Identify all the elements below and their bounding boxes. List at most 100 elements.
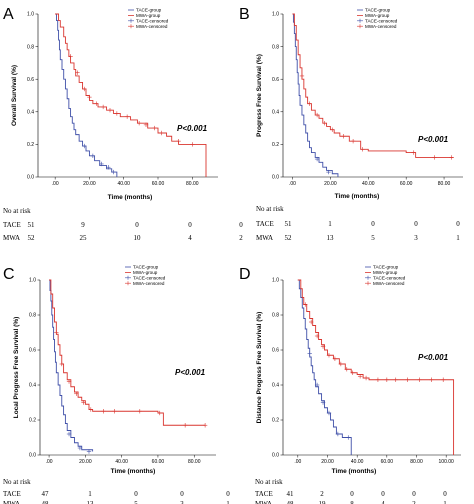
x-tick-label: .00 xyxy=(289,181,296,187)
at-risk-value: 4 xyxy=(188,234,192,242)
at-risk-value: 0 xyxy=(135,221,139,229)
panel-letter: A xyxy=(3,6,14,23)
y-tick-label: 0.8 xyxy=(27,44,34,50)
at-risk-value: 0 xyxy=(188,221,192,229)
x-tick-label: 80.00 xyxy=(438,181,451,187)
at-risk-value: 13 xyxy=(327,234,335,242)
y-axis-title: Progress Free Survival (%) xyxy=(256,54,263,137)
at-risk-value: 1 xyxy=(456,234,460,242)
y-tick-label: 0.4 xyxy=(27,110,34,116)
at-risk-value: 10 xyxy=(134,234,142,242)
at-risk-value: 48 xyxy=(42,500,50,504)
p-value: P<0.001 xyxy=(175,368,206,377)
at-risk-value: 25 xyxy=(80,234,88,242)
y-tick-label: 0.0 xyxy=(272,175,279,181)
at-risk-header: No at risk xyxy=(256,205,284,213)
at-risk-value: 0 xyxy=(180,490,184,498)
at-risk-value: 0 xyxy=(371,220,375,228)
at-risk-row-label: TACE xyxy=(255,490,273,498)
at-risk-header: No at risk xyxy=(3,207,31,215)
at-risk-value: 48 xyxy=(287,500,295,504)
legend-entry: TACE-group xyxy=(136,8,162,13)
x-tick-label: 60.00 xyxy=(381,459,394,465)
x-tick-label: 40.00 xyxy=(362,181,375,187)
y-tick-label: 0.2 xyxy=(29,418,36,424)
y-tick-label: 0.8 xyxy=(272,313,279,319)
legend-entry: MWA-group xyxy=(365,13,390,18)
at-risk-value: 0 xyxy=(412,490,416,498)
at-risk-value: 0 xyxy=(456,220,460,228)
legend-entry: MWA-censored xyxy=(373,281,405,286)
x-tick-label: .00 xyxy=(46,459,53,465)
legend-entry: TACE-censored xyxy=(133,275,166,280)
x-tick-label: 40.00 xyxy=(115,459,128,465)
y-tick-label: 1.0 xyxy=(272,12,279,18)
at-risk-value: 52 xyxy=(285,234,293,242)
legend-entry: MWA-group xyxy=(136,13,161,18)
panel-letter: D xyxy=(239,266,251,283)
at-risk-value: 0 xyxy=(381,490,385,498)
y-axis-title: Local Progress Free Survival (%) xyxy=(13,317,20,419)
y-tick-label: 0.0 xyxy=(29,453,36,459)
at-risk-value: 5 xyxy=(371,234,375,242)
at-risk-value: 5 xyxy=(134,500,138,504)
at-risk-row-label: TACE xyxy=(256,220,274,228)
x-tick-label: .00 xyxy=(294,459,301,465)
at-risk-value: 0 xyxy=(134,490,138,498)
x-tick-label: 40.00 xyxy=(351,459,364,465)
at-risk-value: 0 xyxy=(414,220,418,228)
x-tick-label: .00 xyxy=(52,181,59,187)
at-risk-value: 8 xyxy=(350,500,354,504)
at-risk-value: 1 xyxy=(226,500,230,504)
at-risk-value: 19 xyxy=(319,500,327,504)
at-risk-row-label: TACE xyxy=(3,221,21,229)
km-panel-c: C 0.0 0.2 0.4 0.6 0.8 1.0 .00 20.00 40.00 60.00 80.… xyxy=(3,265,230,504)
at-risk-row-label: TACE xyxy=(3,490,21,498)
x-tick-label: 60.00 xyxy=(152,181,165,187)
at-risk-value: 2 xyxy=(412,500,416,504)
at-risk-value: 1 xyxy=(88,490,92,498)
y-tick-label: 0.2 xyxy=(272,418,279,424)
y-tick-label: 0.8 xyxy=(272,44,279,50)
km-curve-tace-group xyxy=(297,279,352,455)
at-risk-value: 0 xyxy=(350,490,354,498)
legend-entry: TACE-censored xyxy=(373,275,406,280)
at-risk-value: 47 xyxy=(42,490,50,498)
at-risk-value: 0 xyxy=(239,221,243,229)
legend-entry: TACE-group xyxy=(365,8,391,13)
at-risk-value: 0 xyxy=(443,490,447,498)
at-risk-value: 0 xyxy=(226,490,230,498)
at-risk-header: No at risk xyxy=(3,478,31,486)
y-tick-label: 0.0 xyxy=(27,175,34,181)
x-tick-label: 20.00 xyxy=(83,181,96,187)
y-tick-label: 0.6 xyxy=(272,348,279,354)
legend-entry: MWA-group xyxy=(133,270,158,275)
km-curve-mwa-group xyxy=(55,13,207,177)
at-risk-value: 1 xyxy=(328,220,332,228)
km-curve-mwa-group xyxy=(49,279,206,426)
y-tick-label: 0.0 xyxy=(272,453,279,459)
x-tick-label: 20.00 xyxy=(79,459,92,465)
legend-entry: MWA-censored xyxy=(365,24,397,29)
p-value: P<0.001 xyxy=(177,124,208,133)
x-tick-label: 60.00 xyxy=(400,181,413,187)
km-panel-d: D 0.0 0.2 0.4 0.6 0.8 1.0 .00 20.00 40.00 60.00 80.… xyxy=(239,265,461,504)
legend-entry: MWA-censored xyxy=(133,281,165,286)
at-risk-value: 41 xyxy=(287,490,295,498)
km-panel-b: B 0.0 0.2 0.4 0.6 0.8 1.0 .00 20.00 40.00 60.00 80.… xyxy=(239,6,463,242)
at-risk-value: 9 xyxy=(81,221,85,229)
at-risk-value: 52 xyxy=(28,234,36,242)
at-risk-value: 3 xyxy=(180,500,184,504)
x-axis-title: Time (months) xyxy=(332,468,377,475)
km-curve-mwa-group xyxy=(297,279,455,455)
x-tick-label: 40.00 xyxy=(117,181,130,187)
km-panel-a: A 0.0 0.2 0.4 0.6 0.8 1.0 .00 20.00 40.00 60.00 80.… xyxy=(3,6,243,242)
at-risk-row-label: MWA xyxy=(255,500,272,504)
legend-entry: MWA-group xyxy=(373,270,398,275)
at-risk-value: 2 xyxy=(320,490,324,498)
x-tick-label: 80.00 xyxy=(188,459,201,465)
km-curve-tace-group xyxy=(55,13,118,177)
at-risk-header: No at risk xyxy=(255,478,283,486)
p-value: P<0.001 xyxy=(418,135,449,144)
y-tick-label: 0.4 xyxy=(29,383,36,389)
